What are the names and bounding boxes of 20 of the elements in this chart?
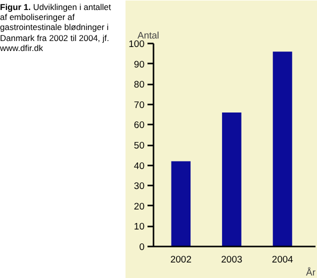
y-tick-label: 30 xyxy=(134,181,145,192)
x-tick-label: 2004 xyxy=(272,254,294,266)
bar xyxy=(222,112,242,246)
y-tick-label: 10 xyxy=(134,222,145,233)
bar xyxy=(171,161,191,246)
y-tick-label: 70 xyxy=(134,100,145,111)
x-tick-label: 2003 xyxy=(221,254,242,266)
y-tick-label: 20 xyxy=(134,201,145,212)
y-tick-label: 50 xyxy=(134,140,145,152)
y-tick-label: 100 xyxy=(128,39,145,50)
y-tick-label: 40 xyxy=(134,160,145,172)
y-axis-title: Antal xyxy=(138,30,160,42)
y-tick-label: 90 xyxy=(134,59,145,70)
y-tick-label: 80 xyxy=(134,80,145,91)
y-tick-label: 60 xyxy=(134,120,145,132)
x-axis-title: År xyxy=(306,266,316,278)
x-tick-label: 2002 xyxy=(170,254,192,266)
y-tick-label: 0 xyxy=(139,242,145,253)
text: Figur 1. Udviklingen i antallet af emboliseringer af gastrointestinale blødninger i Danmark fra 2002 til 2004, jf. www.dfir.dk xyxy=(0,2,112,53)
bar xyxy=(272,52,292,246)
